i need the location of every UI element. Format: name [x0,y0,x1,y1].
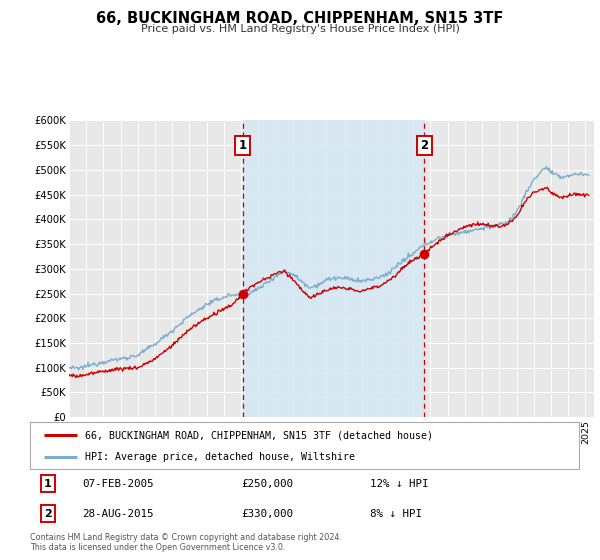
Text: £250,000: £250,000 [241,479,293,488]
Text: Price paid vs. HM Land Registry's House Price Index (HPI): Price paid vs. HM Land Registry's House … [140,24,460,34]
Text: £330,000: £330,000 [241,508,293,519]
Text: 66, BUCKINGHAM ROAD, CHIPPENHAM, SN15 3TF: 66, BUCKINGHAM ROAD, CHIPPENHAM, SN15 3T… [97,11,503,26]
Text: HPI: Average price, detached house, Wiltshire: HPI: Average price, detached house, Wilt… [85,451,355,461]
Text: 1: 1 [44,479,52,488]
Text: 2: 2 [44,508,52,519]
Bar [243,120,424,417]
Text: 2: 2 [421,139,428,152]
Text: 07-FEB-2005: 07-FEB-2005 [82,479,154,488]
Text: 28-AUG-2015: 28-AUG-2015 [82,508,154,519]
Text: This data is licensed under the Open Government Licence v3.0.: This data is licensed under the Open Gov… [30,543,286,552]
Text: Contains HM Land Registry data © Crown copyright and database right 2024.: Contains HM Land Registry data © Crown c… [30,533,342,542]
Text: 66, BUCKINGHAM ROAD, CHIPPENHAM, SN15 3TF (detached house): 66, BUCKINGHAM ROAD, CHIPPENHAM, SN15 3T… [85,430,433,440]
Text: 1: 1 [239,139,247,152]
Text: 8% ↓ HPI: 8% ↓ HPI [370,508,422,519]
Text: 12% ↓ HPI: 12% ↓ HPI [370,479,429,488]
